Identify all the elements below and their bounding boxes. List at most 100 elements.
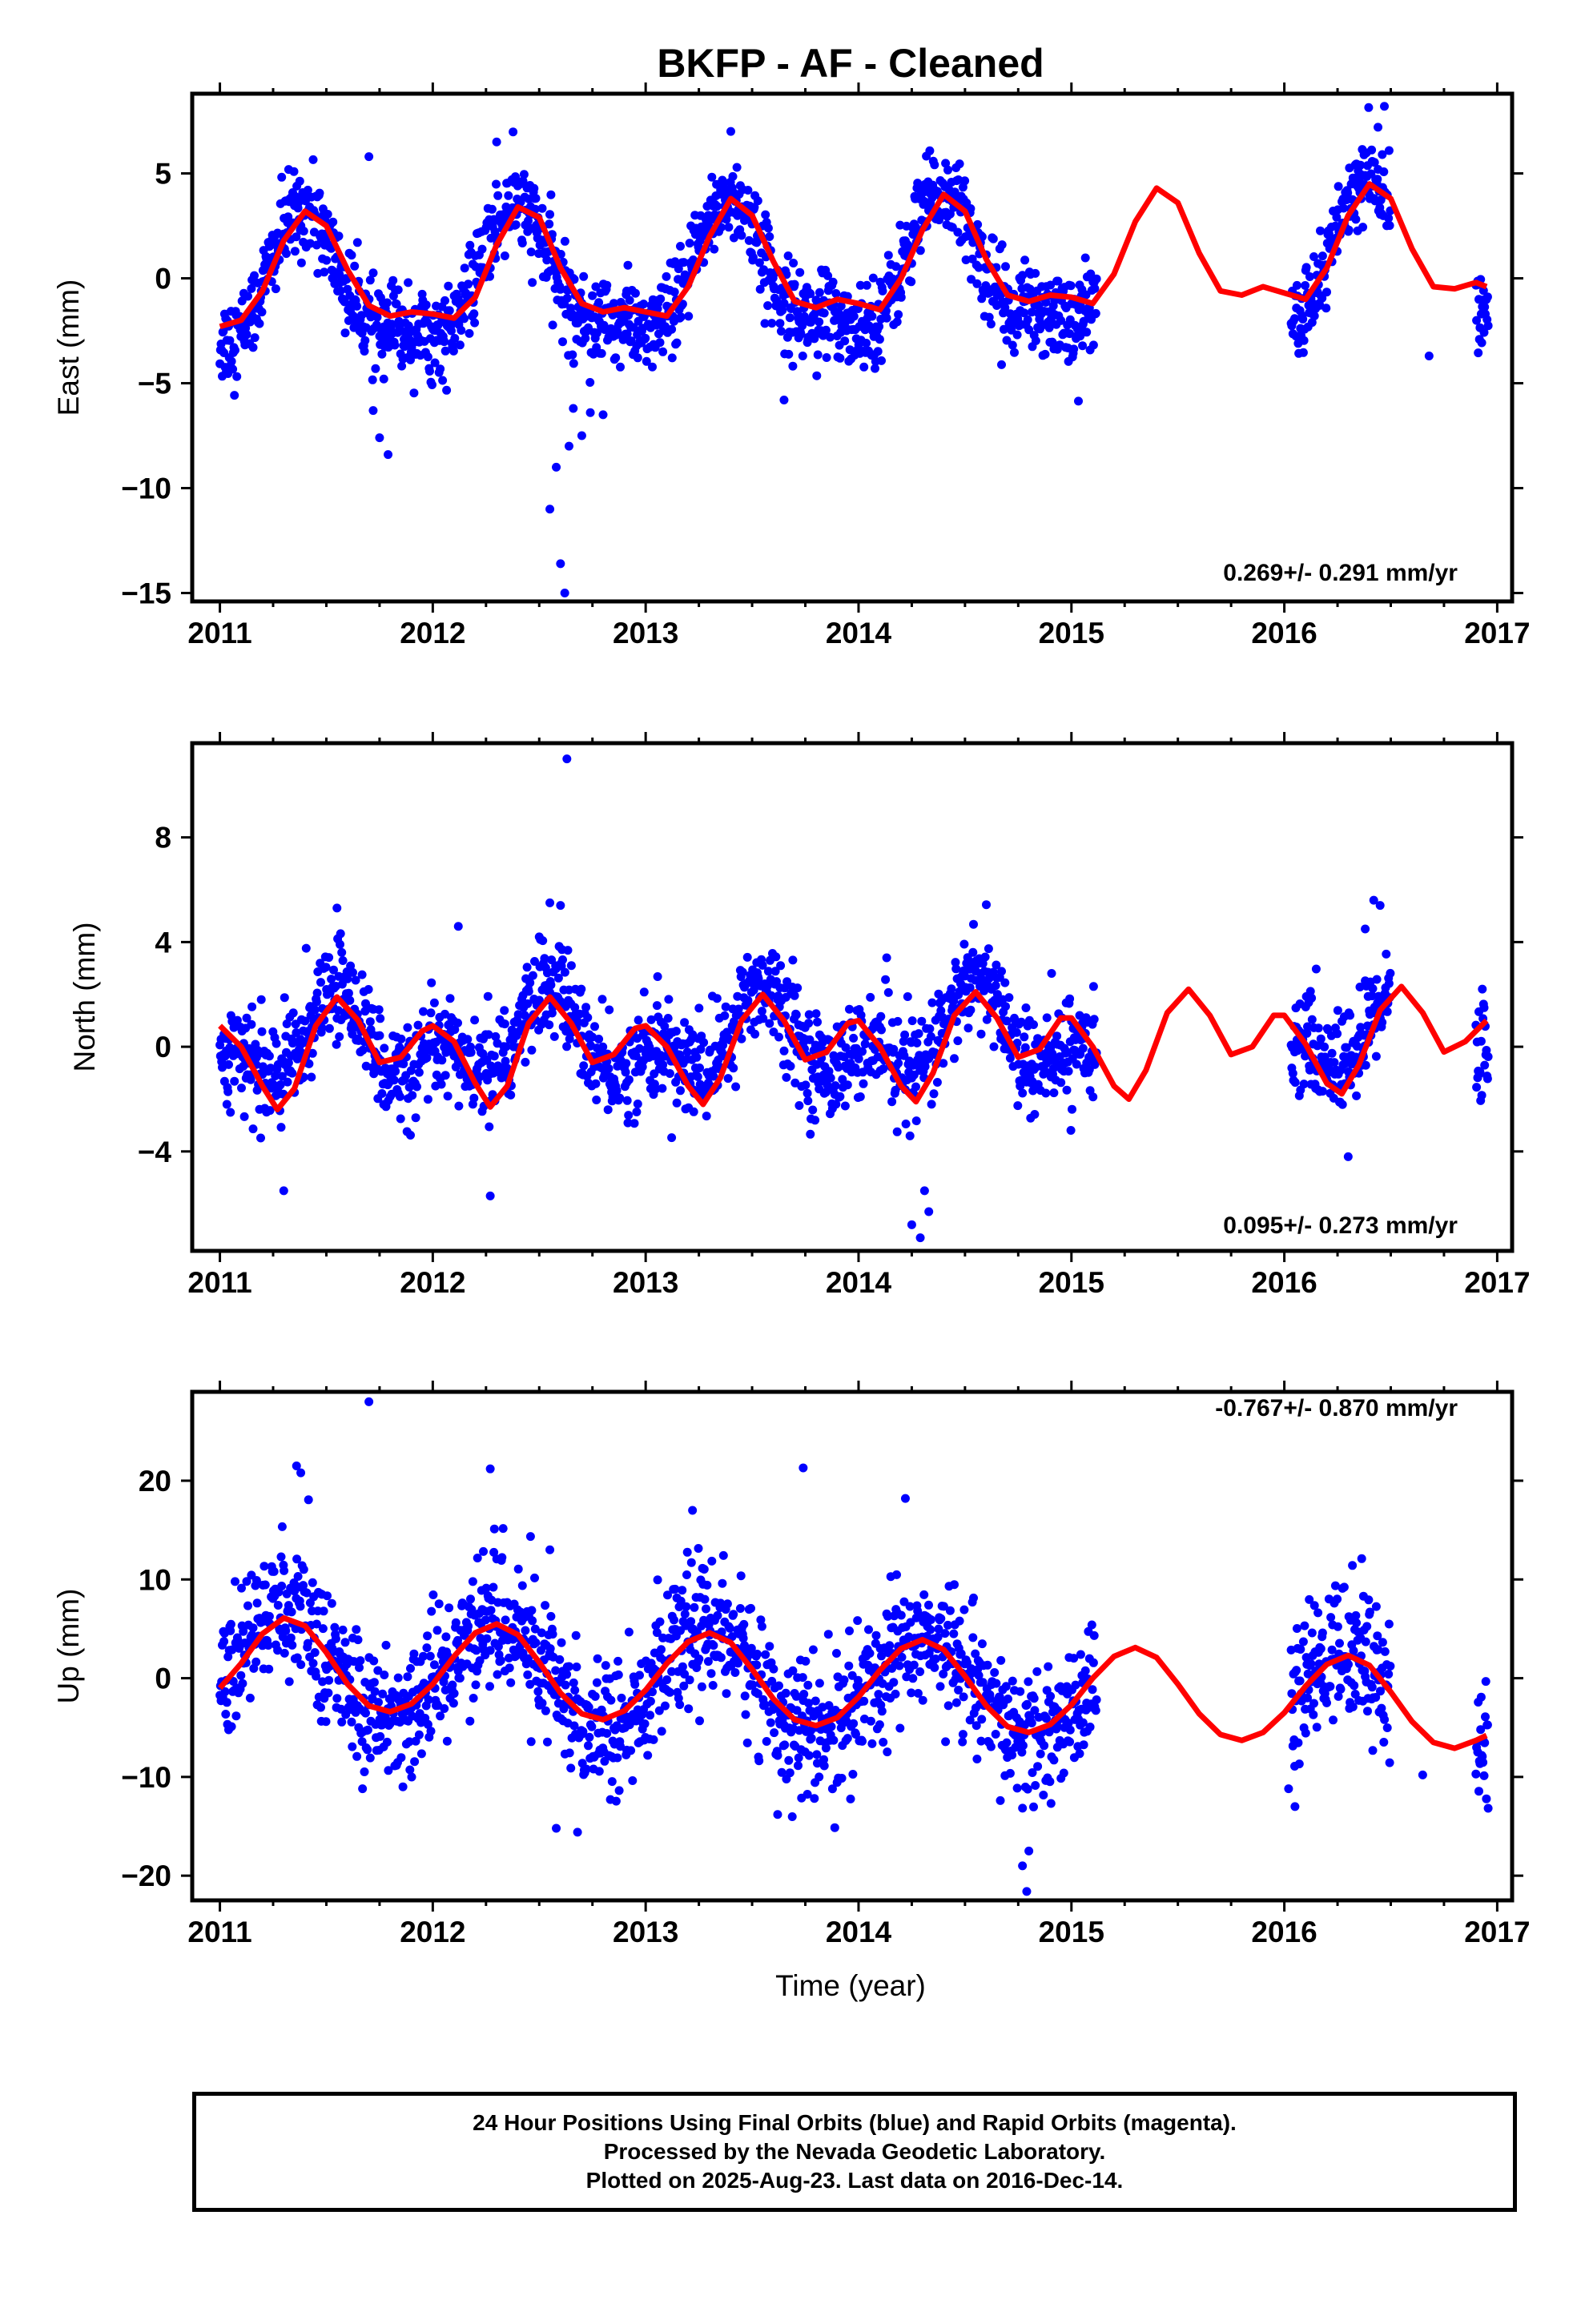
data-point <box>1029 1020 1038 1029</box>
data-point <box>449 1699 458 1708</box>
data-point <box>804 1019 814 1028</box>
data-point <box>742 1738 752 1747</box>
data-point <box>680 1018 690 1027</box>
data-point <box>1018 1088 1028 1098</box>
data-point <box>712 994 722 1003</box>
data-point <box>295 176 304 186</box>
data-point <box>357 1737 367 1747</box>
data-point <box>1023 1784 1032 1794</box>
data-point <box>873 347 883 356</box>
data-point <box>907 1016 917 1026</box>
data-point <box>722 1689 731 1699</box>
data-point <box>351 975 360 985</box>
data-point <box>961 255 971 264</box>
data-point <box>756 1615 766 1625</box>
data-point <box>859 1079 868 1088</box>
data-point <box>976 1029 986 1039</box>
data-point <box>466 1047 476 1057</box>
data-point <box>1042 1714 1051 1723</box>
data-point <box>1071 1680 1080 1690</box>
data-point <box>360 1767 369 1776</box>
data-point <box>562 1670 572 1679</box>
data-point <box>1041 1088 1051 1098</box>
data-point <box>760 1700 770 1710</box>
data-point <box>308 155 318 164</box>
data-point <box>713 1610 722 1620</box>
outlier-point <box>556 559 565 569</box>
data-point <box>239 1112 249 1121</box>
data-point <box>225 336 235 345</box>
data-point <box>658 1060 668 1070</box>
data-point <box>1004 993 1014 1003</box>
data-point <box>558 337 567 347</box>
data-point <box>1317 293 1327 303</box>
data-point <box>231 345 239 355</box>
x-tick-label: 2012 <box>400 617 465 649</box>
data-point <box>968 947 978 957</box>
y-axis-label: East (mm) <box>52 279 85 416</box>
data-point <box>706 1669 716 1679</box>
data-point <box>739 1619 749 1629</box>
data-point <box>652 1628 662 1638</box>
data-point <box>500 1019 509 1029</box>
data-point <box>891 262 901 271</box>
data-point <box>374 1005 384 1015</box>
data-point <box>753 1650 762 1659</box>
data-point <box>1306 1659 1316 1669</box>
data-point <box>780 1740 790 1750</box>
data-point <box>308 1048 317 1058</box>
outlier-point <box>1375 901 1385 911</box>
data-point <box>527 1606 537 1615</box>
data-point <box>927 1100 936 1109</box>
data-point <box>895 1661 904 1671</box>
data-point <box>652 1001 662 1011</box>
data-point <box>226 1626 235 1635</box>
x-tick-label: 2015 <box>1039 1916 1104 1948</box>
data-point <box>483 991 493 1001</box>
y-tick-label: −4 <box>138 1136 172 1168</box>
data-point <box>663 1590 672 1600</box>
data-point <box>475 1656 485 1666</box>
data-point <box>748 252 758 262</box>
data-point <box>660 1022 670 1031</box>
data-point <box>1074 396 1083 406</box>
data-point <box>909 1660 919 1670</box>
data-point <box>352 1751 362 1761</box>
data-point <box>528 278 537 287</box>
data-point <box>707 172 717 182</box>
data-point <box>546 190 556 199</box>
data-point <box>548 320 557 330</box>
data-point <box>280 993 289 1003</box>
data-point <box>427 978 436 987</box>
data-point <box>761 210 770 219</box>
data-point <box>441 1632 451 1642</box>
data-point <box>312 997 321 1007</box>
data-point <box>236 1671 246 1680</box>
data-point <box>721 1002 730 1011</box>
data-point <box>1364 103 1374 112</box>
data-point <box>1088 982 1098 991</box>
data-point <box>1307 1015 1317 1024</box>
data-point <box>1016 1017 1026 1027</box>
data-point <box>528 1616 537 1626</box>
data-point <box>271 284 280 294</box>
data-point <box>899 1037 908 1046</box>
data-point <box>600 325 609 334</box>
data-point <box>613 1656 623 1666</box>
data-point <box>1307 1628 1317 1638</box>
data-point <box>449 1689 459 1699</box>
data-point <box>734 1004 743 1014</box>
data-point <box>1039 1791 1048 1799</box>
data-point <box>887 1663 897 1673</box>
data-point <box>593 1654 602 1663</box>
data-point <box>717 1627 726 1637</box>
data-point <box>662 1675 672 1684</box>
data-point <box>589 349 598 359</box>
data-point <box>785 1768 794 1778</box>
data-point <box>1085 1723 1095 1731</box>
data-point <box>531 1638 541 1647</box>
data-point <box>1005 1053 1015 1063</box>
data-point <box>984 944 993 954</box>
data-point <box>472 1646 481 1655</box>
